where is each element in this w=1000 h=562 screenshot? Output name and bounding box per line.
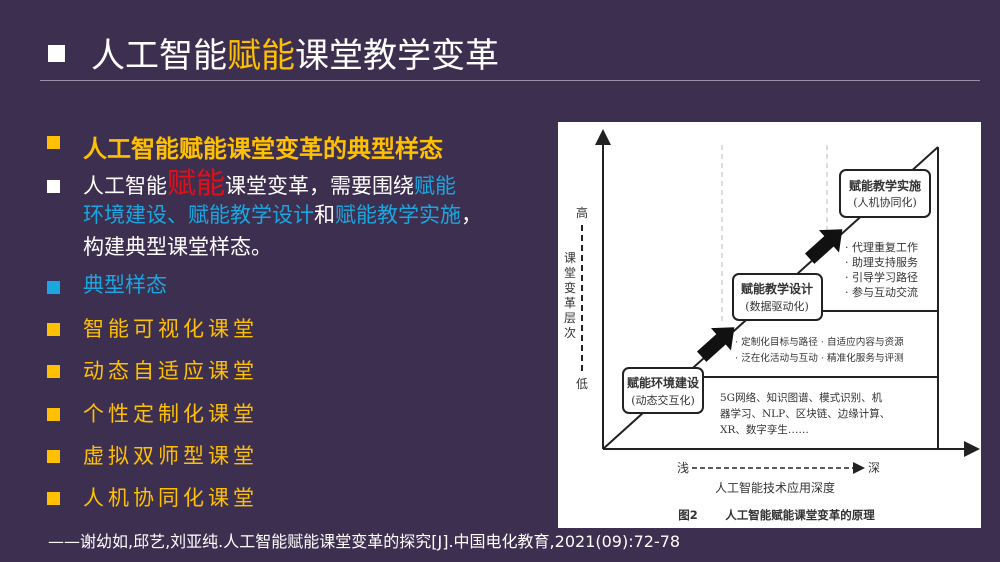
stage3-line: · 参与互动交流 (845, 285, 918, 299)
text: 人工智能 (83, 174, 167, 198)
y-label-char: 次 (564, 326, 576, 340)
slide-title: 人工智能赋能课堂教学变革 (48, 28, 499, 77)
stage3-sub: (人机协同化) (853, 195, 917, 209)
red-highlight: 赋能 (167, 166, 226, 200)
heading-bullet-icon (47, 136, 60, 149)
paragraph-line-2: 环境建设、赋能教学设计和赋能教学实施， (83, 200, 482, 230)
item-bullet-icon (47, 408, 60, 421)
list-item: 动态自适应课堂 (83, 359, 258, 383)
list-item: 人机协同化课堂 (83, 486, 258, 510)
item-bullet-icon (47, 450, 60, 463)
list-item: 智能可视化课堂 (83, 317, 258, 341)
stage3-line: · 代理重复工作 (845, 240, 918, 254)
paragraph-line-1: 人工智能赋能课堂变革，需要围绕赋能 (83, 168, 456, 201)
title-text-end: 课堂教学变革 (295, 36, 499, 76)
title-bullet-icon (48, 45, 65, 62)
stage1-box (622, 367, 704, 414)
stage1-line: 5G网络、知识图谱、模式识别、机 (720, 391, 883, 404)
y-high-label: 高 (576, 205, 588, 220)
citation: ——谢幼如,邱艺,刘亚纯.人工智能赋能课堂变革的探究[J].中国电化教育,202… (48, 532, 681, 551)
y-axis-label: 课 堂 变 革 层 次 (564, 251, 576, 340)
arrow-icon (696, 327, 735, 362)
stage2-line: · 泛在化活动与互动 · 精准化服务与评测 (735, 352, 904, 364)
title-divider (40, 80, 980, 81)
blue-highlight: 赋能教学实施 (335, 203, 461, 227)
text: 和 (314, 203, 335, 227)
figure-caption: 人工智能赋能课堂变革的原理 (725, 508, 875, 522)
stage2-line: · 定制化目标与路径 · 自适应内容与资源 (735, 336, 904, 348)
x-axis-label: 人工智能技术应用深度 (715, 480, 835, 495)
y-low-label: 低 (576, 377, 588, 391)
principle-figure: 赋能环境建设 (动态交互化) 赋能教学设计 (数据驱动化) 赋能教学实施 (人机… (558, 122, 981, 528)
stage2-title: 赋能教学设计 (741, 281, 813, 296)
blue-highlight: 环境建设、赋能教学设计 (83, 203, 314, 227)
arrow-icon (804, 229, 843, 264)
y-label-char: 课 (564, 251, 576, 265)
title-highlight: 赋能 (227, 36, 295, 76)
y-label-char: 堂 (564, 266, 576, 280)
section-heading: 人工智能赋能课堂变革的典型样态 (83, 135, 443, 163)
x-shallow-label: 浅 (677, 461, 689, 475)
paragraph-line-3: 构建典型课堂样态。 (83, 235, 272, 259)
text: 课堂变革，需要围绕 (225, 174, 415, 198)
caption-number: 图2 (678, 508, 698, 522)
x-deep-label: 深 (868, 461, 880, 475)
blue-highlight: 赋能 (414, 174, 457, 198)
title-text: 人工智能 (91, 36, 227, 76)
stage3-title: 赋能教学实施 (849, 178, 921, 193)
y-label-char: 层 (564, 311, 576, 325)
list-item: 个性定制化课堂 (83, 402, 258, 426)
stage1-sub: (动态交互化) (631, 393, 695, 407)
figure-diagram: 赋能环境建设 (动态交互化) 赋能教学设计 (数据驱动化) 赋能教学实施 (人机… (564, 129, 980, 522)
stage3-line: · 引导学习路径 (845, 270, 918, 284)
stage1-line: XR、数字孪生…… (720, 423, 809, 436)
stage3-line: · 助理支持服务 (845, 255, 918, 269)
subheading-bullet-icon (47, 281, 60, 294)
stage2-box (732, 273, 823, 321)
paragraph-bullet-icon (47, 180, 60, 193)
stage1-line: 器学习、NLP、区块链、边缘计算、 (720, 407, 890, 420)
text: ， (461, 203, 482, 227)
stage3-box (839, 169, 931, 218)
y-label-char: 变 (564, 280, 576, 295)
subheading: 典型样态 (83, 273, 167, 297)
y-label-char: 革 (564, 296, 576, 310)
list-item: 虚拟双师型课堂 (83, 444, 258, 468)
stage1-title: 赋能环境建设 (627, 375, 700, 390)
item-bullet-icon (47, 365, 60, 378)
item-bullet-icon (47, 323, 60, 336)
item-bullet-icon (47, 492, 60, 505)
stage2-sub: (数据驱动化) (745, 299, 809, 313)
